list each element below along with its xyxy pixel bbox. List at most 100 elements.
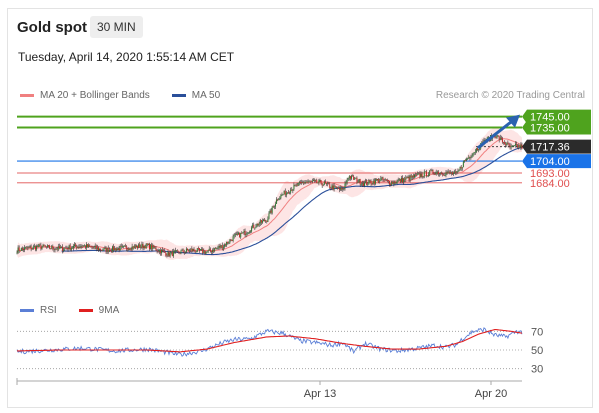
x-tick-label: Apr 13 [304, 388, 336, 400]
candle-body [258, 223, 260, 226]
candle-body [411, 175, 413, 178]
candle-body [145, 243, 147, 249]
candle-body [399, 179, 401, 182]
candle-body [308, 180, 310, 182]
candle-body [283, 190, 285, 195]
candle-body [91, 246, 93, 248]
candle-body [202, 249, 204, 254]
candle-body [92, 247, 94, 249]
candle-body [97, 247, 99, 251]
candle-body [105, 247, 107, 252]
candle-body [72, 245, 74, 248]
candle-body [474, 151, 476, 153]
level-label-1717.36: 1717.36 [530, 142, 570, 154]
candle-body [82, 245, 84, 247]
candle-body [70, 247, 72, 250]
candle-body [341, 187, 343, 190]
candle-body [228, 242, 230, 244]
rsi-legend: RSI 9MA [20, 305, 141, 316]
candle-body [423, 171, 425, 177]
candle-body [451, 172, 453, 175]
candle-body [133, 245, 135, 249]
candle-body [339, 188, 341, 190]
candle-body [165, 252, 167, 256]
candle-body [450, 172, 452, 174]
candle-body [345, 182, 347, 184]
level-tag-1717.36 [522, 139, 591, 154]
candle-body [215, 248, 217, 249]
candle-body [314, 180, 316, 181]
chart-panel: Gold spot 30 MIN Tuesday, April 14, 2020… [7, 8, 593, 408]
candle-body [422, 176, 424, 178]
candle-body [265, 220, 267, 222]
candle-body [227, 241, 229, 244]
candle-body [505, 143, 507, 146]
candle-body [473, 152, 475, 154]
candle-body [372, 180, 374, 184]
candle-body [126, 246, 128, 249]
candle-body [373, 180, 375, 184]
candle-body [387, 180, 389, 182]
candle-body [293, 184, 295, 190]
candle-body [377, 179, 379, 181]
candle-body [177, 250, 179, 252]
candle-body [106, 247, 108, 252]
legend-label-ma20: MA 20 + Bollinger Bands [40, 90, 150, 101]
candle-body [342, 188, 344, 190]
candle-body [352, 175, 354, 177]
candle-body [204, 250, 206, 254]
candle-body [266, 220, 268, 222]
candle-body [355, 177, 357, 179]
candle-body [448, 171, 450, 173]
candle-body [291, 189, 293, 191]
candle-body [66, 247, 68, 249]
rsi-swatch [20, 309, 34, 312]
candle-body [185, 248, 187, 252]
candle-body [190, 248, 192, 250]
candle-body [350, 175, 352, 179]
candle-body [20, 248, 22, 251]
timeframe-badge[interactable]: 30 MIN [90, 16, 143, 38]
candle-body [41, 246, 43, 249]
candle-body [115, 248, 117, 251]
candle-body [277, 199, 279, 201]
candle-body [27, 247, 29, 249]
candle-body [419, 173, 421, 177]
candle-body [268, 213, 270, 219]
credit-text: Research © 2020 Trading Central [435, 90, 585, 101]
candle-body [63, 249, 65, 251]
candle-body [402, 177, 404, 183]
candle-body [390, 184, 392, 186]
candle-body [466, 158, 468, 161]
candle-body [89, 244, 91, 247]
bollinger-band [17, 128, 522, 260]
candle-body [220, 245, 222, 248]
candle-body [428, 174, 430, 176]
candle-body [90, 246, 92, 248]
candle-body [175, 250, 177, 252]
candle-body [122, 245, 124, 247]
candle-body [127, 248, 129, 251]
candle-body [276, 199, 278, 204]
candle-body [218, 245, 220, 248]
candle-body [305, 181, 307, 183]
candle-body [458, 169, 460, 172]
forecast-arrowhead [506, 114, 520, 128]
candle-body [108, 249, 110, 252]
candle-body [465, 160, 467, 162]
candle-body [472, 153, 474, 156]
candle-body [168, 251, 170, 257]
candle-body [500, 137, 502, 139]
candle-body [329, 184, 331, 188]
candle-body [78, 246, 80, 248]
candle-body [326, 183, 328, 185]
candle-body [394, 181, 396, 184]
candle-body [384, 179, 386, 181]
candle-body [181, 249, 183, 251]
candle-body [285, 192, 287, 196]
candle-body [150, 244, 152, 250]
candle-body [164, 250, 166, 253]
candle-body [141, 243, 143, 247]
candle-body [140, 246, 142, 248]
candle-body [86, 244, 88, 248]
